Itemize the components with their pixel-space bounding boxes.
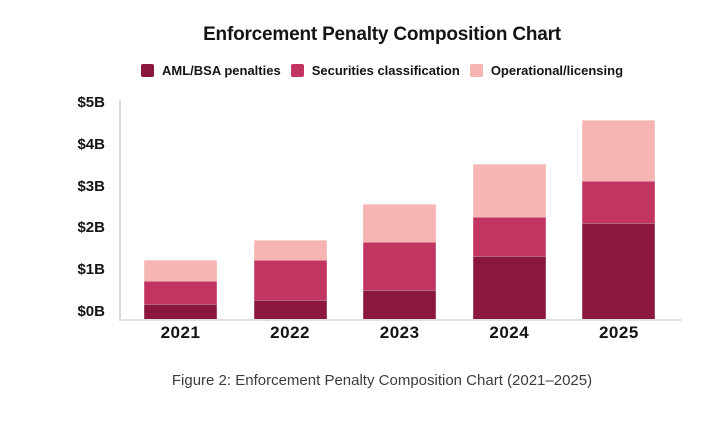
y-tick-label: $0B (77, 303, 105, 320)
bar-segment-2021 (144, 281, 217, 305)
legend-label: Operational/licensing (490, 63, 624, 78)
bar-segment-2021 (144, 304, 217, 319)
bar-segment-2023 (363, 204, 437, 242)
x-tick-label: 2023 (379, 323, 420, 342)
x-tick-label: 2024 (489, 323, 530, 342)
bar-segment-2021 (144, 260, 217, 282)
bar-segment-2025 (582, 181, 656, 223)
chart-title: Enforcement Penalty Composition Chart (203, 24, 561, 45)
legend-item: AML/BSA penalties (140, 63, 281, 78)
bar-segment-2024 (472, 164, 546, 217)
x-tick-label: 2022 (270, 323, 310, 342)
legend-swatch-icon (469, 64, 483, 77)
legend-label: Securities classification (311, 63, 460, 78)
bar-segment-2025 (582, 222, 656, 319)
legend-item: Operational/licensing (469, 63, 624, 78)
y-axis-line (119, 100, 121, 321)
bar-segment-2024 (472, 256, 546, 319)
x-tick-label: 2025 (598, 323, 639, 342)
bar-segment-2025 (582, 120, 656, 182)
bar-segment-2024 (472, 216, 546, 257)
legend-label: AML/BSA penalties (161, 63, 281, 78)
x-axis-line (119, 319, 682, 321)
legend-swatch-icon (290, 64, 304, 77)
y-tick-label: $3B (77, 177, 105, 195)
x-tick-label: 2021 (160, 323, 201, 342)
bar-segment-2022 (253, 239, 327, 261)
legend-swatch-icon (140, 64, 154, 77)
y-tick-label: $4B (77, 135, 105, 153)
bar-segment-2023 (363, 241, 437, 290)
bar-segment-2023 (363, 289, 437, 319)
figure-caption: Figure 2: Enforcement Penalty Compositio… (171, 372, 593, 389)
y-tick-label: $2B (77, 219, 105, 237)
y-tick-label: $1B (77, 261, 105, 279)
bar-segment-2022 (253, 260, 327, 301)
legend: AML/BSA penalties Securities classificati… (40, 63, 724, 78)
y-tick-label: $5B (77, 94, 105, 111)
bar-segment-2022 (253, 300, 327, 319)
legend-item: Securities classification (290, 63, 460, 78)
